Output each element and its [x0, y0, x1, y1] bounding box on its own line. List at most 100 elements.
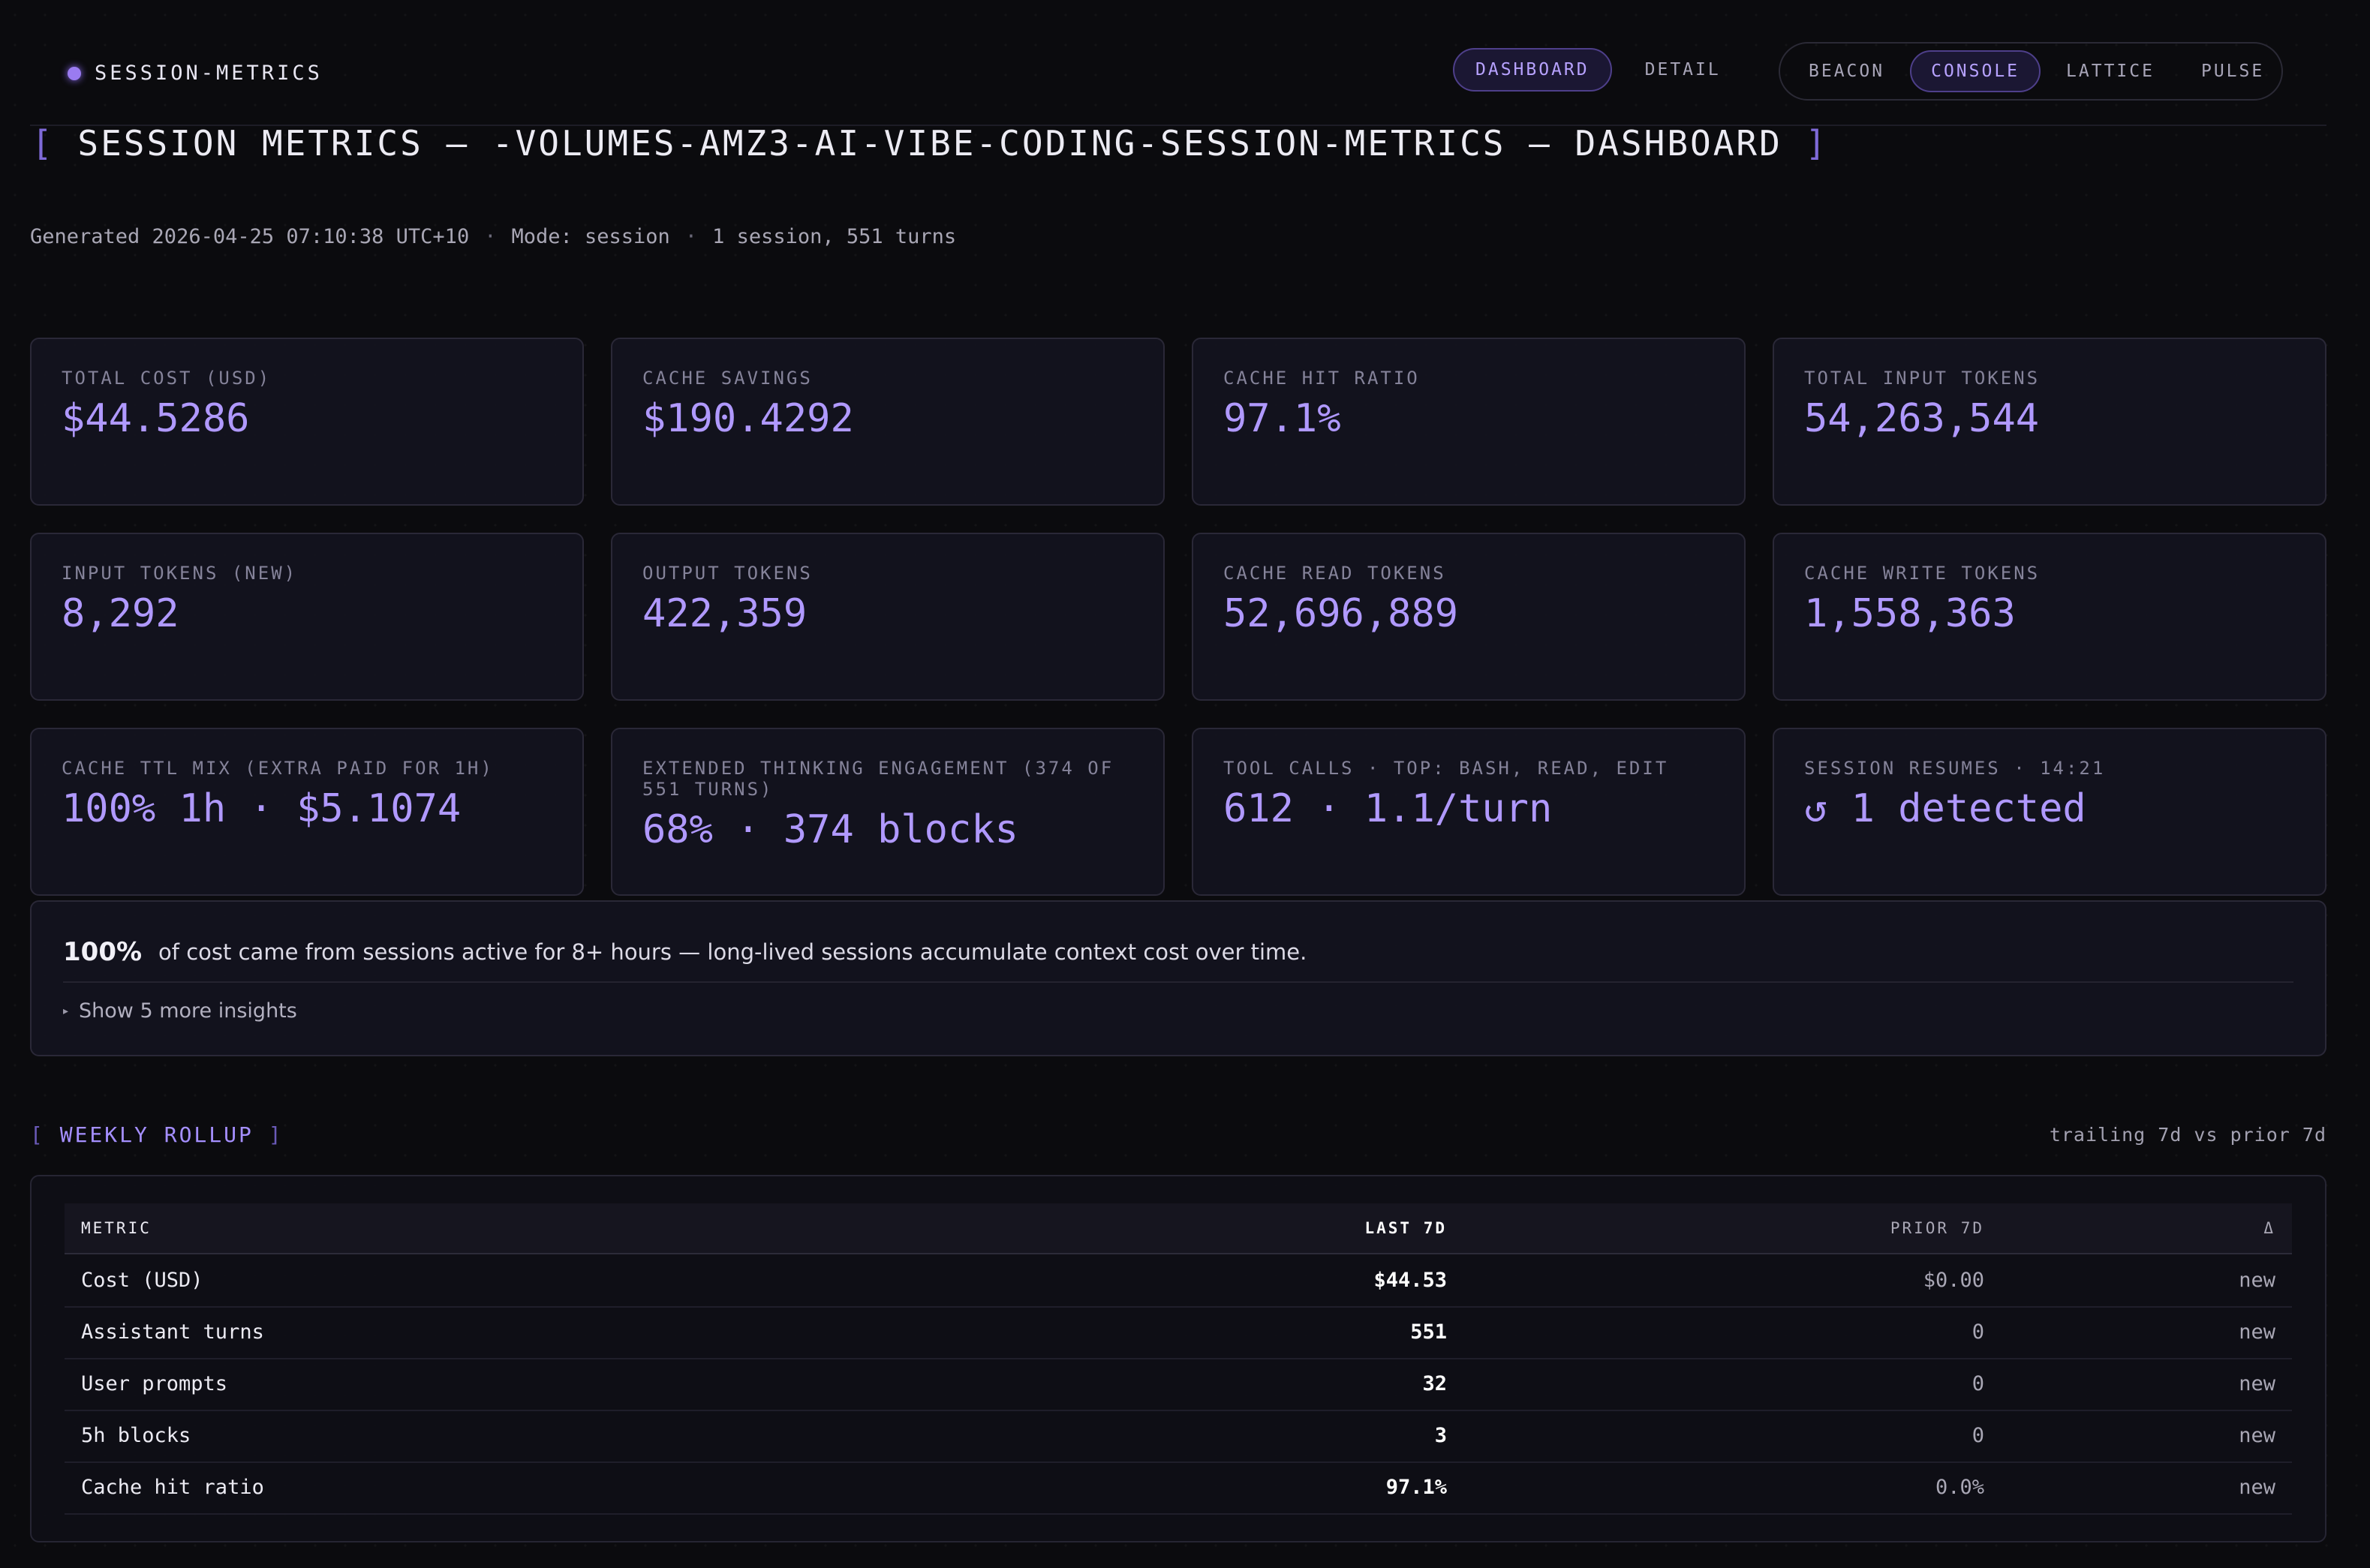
stat-label: EXTENDED THINKING ENGAGEMENT (374 OF 551… [642, 758, 1114, 800]
stat-value: ↺ 1 detected [1804, 786, 2086, 831]
session-summary: 1 session, 551 turns [712, 225, 957, 248]
stat-value: 422,359 [642, 591, 808, 636]
weekly-rollup-title: [ WEEKLY ROLLUP ] [30, 1122, 284, 1147]
nav-dashboard[interactable]: DASHBOARD [1453, 48, 1612, 92]
title-bracket-close: ] [1805, 123, 1829, 164]
col-prior-7d-header[interactable]: PRIOR 7D [1890, 1219, 1984, 1237]
page-title: [ SESSION METRICS — -VOLUMES-AMZ3-AI-VIB… [32, 123, 1828, 164]
stat-card: CACHE TTL MIX (EXTRA PAID FOR 1H) 100% 1h… [30, 728, 584, 896]
show-more-label: Show 5 more insights [79, 999, 297, 1023]
cell-delta: new [2239, 1320, 2275, 1344]
mode: Mode: session [511, 225, 670, 248]
stat-value: 8,292 [62, 591, 179, 636]
theme-switcher: BEACON CONSOLE LATTICE PULSE [1779, 42, 2283, 101]
generated-time: Generated 2026-04-25 07:10:38 UTC+10 [30, 225, 470, 248]
stat-value: $190.4292 [642, 396, 854, 441]
brand-name: SESSION-METRICS [95, 62, 323, 85]
cell-prior-7d: $0.00 [1923, 1269, 1984, 1292]
stat-label: CACHE HIT RATIO [1223, 368, 1420, 389]
cell-delta: new [2239, 1424, 2275, 1447]
cell-metric: Cost (USD) [81, 1269, 203, 1292]
stat-value: 97.1% [1223, 396, 1341, 441]
stat-label: SESSION RESUMES · 14:21 [1804, 758, 2106, 779]
brand-dot-icon [68, 66, 81, 80]
generated-meta: Generated 2026-04-25 07:10:38 UTC+10 · Mod… [30, 225, 956, 248]
theme-beacon[interactable]: BEACON [1809, 62, 1885, 81]
cell-prior-7d: 0 [1971, 1424, 1984, 1447]
cell-last-7d: 3 [1434, 1424, 1447, 1447]
caret-right-icon: ▸ [63, 1005, 69, 1017]
section-bracket-close: ] [268, 1122, 284, 1147]
title-bracket-open: [ [32, 123, 55, 164]
insight-text: of cost came from sessions active for 8+… [158, 939, 1307, 965]
stat-card: CACHE SAVINGS $190.4292 [611, 338, 1165, 506]
stat-value: 1,558,363 [1804, 591, 2016, 636]
stat-label: CACHE READ TOKENS [1223, 563, 1446, 584]
stat-card: CACHE WRITE TOKENS 1,558,363 [1773, 533, 2326, 701]
table-row: User prompts 32 0 new [65, 1358, 2292, 1411]
stat-value: 52,696,889 [1223, 591, 1459, 636]
cell-delta: new [2239, 1372, 2275, 1395]
show-more-insights-toggle[interactable]: ▸ Show 5 more insights [63, 999, 297, 1023]
section-title-text: WEEKLY ROLLUP [59, 1122, 254, 1147]
stat-card: SESSION RESUMES · 14:21 ↺ 1 detected [1773, 728, 2326, 896]
stat-card: CACHE READ TOKENS 52,696,889 [1192, 533, 1746, 701]
cell-last-7d: 32 [1422, 1372, 1447, 1395]
stat-value: 612 · 1.1/turn [1223, 786, 1553, 831]
stat-label: OUTPUT TOKENS [642, 563, 813, 584]
cell-delta: new [2239, 1269, 2275, 1292]
stat-label: INPUT TOKENS (NEW) [62, 563, 298, 584]
table-row: Cost (USD) $44.53 $0.00 new [65, 1254, 2292, 1308]
brand[interactable]: SESSION-METRICS [68, 62, 323, 85]
col-last-7d-header[interactable]: LAST 7D [1364, 1219, 1447, 1237]
stat-value: 54,263,544 [1804, 396, 2040, 441]
stat-card: EXTENDED THINKING ENGAGEMENT (374 OF 551… [611, 728, 1165, 896]
theme-console[interactable]: CONSOLE [1910, 50, 2041, 92]
stat-value: 100% 1h · $5.1074 [62, 786, 462, 831]
cell-prior-7d: 0 [1971, 1320, 1984, 1344]
stat-card: TOTAL COST (USD) $44.5286 [30, 338, 584, 506]
theme-lattice[interactable]: LATTICE [2066, 62, 2155, 81]
stat-card: CACHE HIT RATIO 97.1% [1192, 338, 1746, 506]
stat-card: TOOL CALLS · TOP: BASH, READ, EDIT 612 · … [1192, 728, 1746, 896]
col-delta-header[interactable]: Δ [2263, 1219, 2275, 1237]
cell-metric: User prompts [81, 1372, 228, 1395]
insight-percent: 100% [63, 937, 143, 967]
cell-prior-7d: 0.0% [1935, 1476, 1984, 1499]
title-text: SESSION METRICS — -VOLUMES-AMZ3-AI-VIBE-… [77, 123, 1782, 164]
table-row: 5h blocks 3 0 new [65, 1410, 2292, 1463]
stat-label: TOOL CALLS · TOP: BASH, READ, EDIT [1223, 758, 1669, 779]
weekly-rollup-table: METRIC LAST 7D PRIOR 7D Δ Cost (USD) $44… [30, 1175, 2326, 1542]
cell-delta: new [2239, 1476, 2275, 1499]
weekly-rollup-note: trailing 7d vs prior 7d [2049, 1124, 2326, 1146]
cell-prior-7d: 0 [1971, 1372, 1984, 1395]
meta-separator: · [484, 225, 497, 248]
insight-primary: 100% of cost came from sessions active f… [63, 923, 2293, 983]
stat-card: INPUT TOKENS (NEW) 8,292 [30, 533, 584, 701]
top-bar: SESSION-METRICS DASHBOARD DETAIL BEACON … [30, 30, 2326, 126]
col-metric-header[interactable]: METRIC [81, 1219, 152, 1237]
cell-metric: Assistant turns [81, 1320, 264, 1344]
view-nav: DASHBOARD DETAIL [1453, 48, 1743, 92]
cell-last-7d: 551 [1410, 1320, 1447, 1344]
theme-pulse[interactable]: PULSE [2200, 62, 2265, 81]
stat-label: TOTAL INPUT TOKENS [1804, 368, 2041, 389]
insights-panel: 100% of cost came from sessions active f… [30, 900, 2326, 1056]
cell-last-7d: 97.1% [1385, 1476, 1447, 1499]
table-row: Assistant turns 551 0 new [65, 1306, 2292, 1359]
cell-last-7d: $44.53 [1373, 1269, 1447, 1292]
stat-card: TOTAL INPUT TOKENS 54,263,544 [1773, 338, 2326, 506]
table-header: METRIC LAST 7D PRIOR 7D Δ [65, 1203, 2292, 1254]
nav-detail[interactable]: DETAIL [1644, 60, 1721, 80]
section-bracket-open: [ [30, 1122, 45, 1147]
cell-metric: 5h blocks [81, 1424, 191, 1447]
stat-value: 68% · 374 blocks [642, 807, 1018, 852]
stat-value: $44.5286 [62, 396, 250, 441]
table-row: Cache hit ratio 97.1% 0.0% new [65, 1461, 2292, 1515]
stat-label: CACHE WRITE TOKENS [1804, 563, 2041, 584]
stat-label: TOTAL COST (USD) [62, 368, 272, 389]
stat-card-grid: TOTAL COST (USD) $44.5286 CACHE SAVINGS $1… [30, 338, 2326, 896]
cell-metric: Cache hit ratio [81, 1476, 264, 1499]
stat-label: CACHE TTL MIX (EXTRA PAID FOR 1H) [62, 758, 494, 779]
stat-label: CACHE SAVINGS [642, 368, 813, 389]
